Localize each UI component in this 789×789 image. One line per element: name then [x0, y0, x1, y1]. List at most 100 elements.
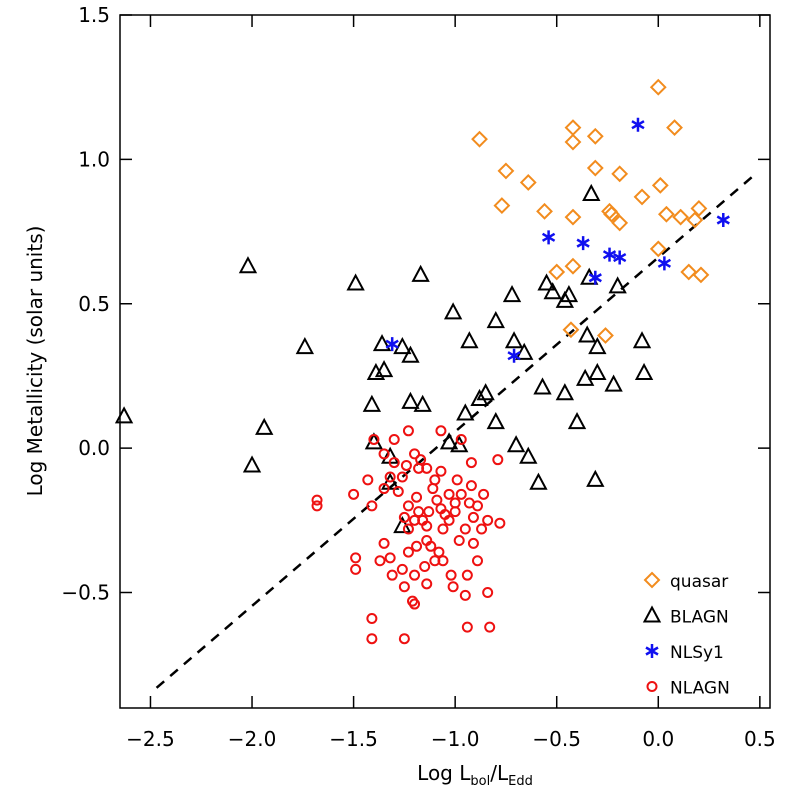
- y-tick-label: 1.0: [78, 147, 110, 171]
- triangle-marker: [486, 412, 505, 430]
- circle-marker: [492, 454, 504, 466]
- asterisk-marker: [631, 117, 645, 132]
- triangle-marker: [555, 383, 575, 401]
- circle-marker: [484, 621, 496, 633]
- diamond-marker: [564, 257, 582, 275]
- circle-marker: [396, 471, 408, 483]
- circle-marker: [482, 587, 494, 598]
- triangle-marker: [582, 183, 601, 202]
- circle-marker: [374, 555, 386, 567]
- x-label-part: /L: [490, 761, 509, 785]
- circle-marker: [421, 462, 433, 474]
- circle-marker: [465, 457, 477, 469]
- diamond-marker: [690, 200, 708, 217]
- circle-marker: [402, 523, 414, 535]
- circle-marker: [388, 457, 400, 469]
- x-tick-label: −1.0: [431, 727, 480, 751]
- diamond-marker: [680, 263, 698, 281]
- circle-marker: [425, 540, 437, 552]
- x-axis-label: Log Lbol/LEdd: [417, 761, 533, 789]
- legend-label: BLAGN: [670, 608, 729, 628]
- circle-marker: [443, 488, 455, 500]
- y-tick-label: −0.5: [61, 581, 110, 605]
- y-tick-label: 0.0: [78, 436, 110, 460]
- triangle-marker: [529, 472, 548, 490]
- circle-marker: [472, 555, 483, 567]
- triangle-marker: [559, 284, 579, 303]
- circle-marker: [482, 514, 494, 526]
- diamond-marker: [493, 197, 511, 214]
- diamond-marker: [471, 130, 488, 148]
- diamond-marker: [564, 119, 582, 137]
- circle-marker: [378, 483, 390, 495]
- triangle-marker: [486, 310, 505, 329]
- diamond-marker: [666, 119, 683, 137]
- circle-marker: [459, 523, 471, 535]
- triangle-marker: [346, 273, 365, 291]
- circle-marker: [386, 569, 398, 581]
- circle-marker: [384, 471, 396, 483]
- circle-marker: [445, 569, 457, 581]
- legend-label: NLSy1: [670, 643, 724, 663]
- circle-marker: [392, 485, 404, 497]
- triangle-marker: [372, 334, 392, 352]
- triangle-marker: [608, 276, 627, 294]
- circle-marker: [400, 459, 412, 471]
- asterisk-marker: [588, 270, 602, 285]
- legend-marker: [643, 571, 661, 589]
- circle-marker: [467, 537, 479, 549]
- circle-marker: [348, 488, 360, 500]
- circle-marker: [409, 448, 421, 460]
- circle-marker: [476, 523, 488, 535]
- triangle-marker: [401, 345, 420, 363]
- triangle-marker: [255, 417, 274, 435]
- triangle-marker: [506, 435, 526, 453]
- legend-marker: [646, 681, 658, 692]
- circle-marker: [427, 483, 439, 495]
- diamond-marker: [651, 176, 669, 194]
- circle-marker: [411, 540, 423, 552]
- legend-label: quasar: [670, 572, 728, 592]
- legend-label: NLAGN: [670, 679, 730, 699]
- diamond-marker: [564, 208, 582, 226]
- triangle-marker: [504, 331, 524, 349]
- asterisk-marker: [576, 236, 590, 251]
- circle-marker: [443, 514, 455, 526]
- diamond-marker: [633, 188, 651, 206]
- circle-marker: [362, 474, 374, 486]
- diamond-marker: [586, 159, 604, 177]
- x-tick-label: −2.0: [228, 727, 277, 751]
- circle-marker: [467, 511, 479, 523]
- x-tick-label: 0.0: [642, 727, 674, 751]
- circle-marker: [413, 506, 425, 518]
- diamond-marker: [497, 162, 515, 180]
- circle-marker: [402, 546, 414, 558]
- circle-marker: [494, 517, 506, 529]
- circle-marker: [366, 633, 378, 645]
- triangle-marker: [411, 264, 430, 282]
- triangle-marker: [456, 403, 475, 421]
- diamond-marker: [657, 205, 675, 223]
- circle-marker: [368, 433, 380, 445]
- circle-marker: [378, 448, 390, 460]
- triangle-marker: [519, 446, 538, 464]
- asterisk-marker: [613, 250, 627, 265]
- circle-marker: [423, 506, 435, 518]
- circle-marker: [350, 563, 362, 575]
- circle-marker: [455, 433, 467, 445]
- circle-marker: [419, 561, 431, 573]
- diamond-marker: [597, 327, 614, 344]
- triangle-marker: [586, 469, 605, 487]
- legend-marker: [645, 644, 659, 658]
- triangle-marker: [567, 412, 587, 430]
- circle-marker: [402, 500, 414, 512]
- triangle-marker: [515, 342, 534, 360]
- triangle-marker: [588, 336, 607, 355]
- circle-marker: [421, 578, 433, 590]
- circle-marker: [472, 500, 483, 512]
- triangle-marker: [588, 362, 607, 381]
- circle-marker: [409, 598, 421, 610]
- y-tick-label: 0.5: [78, 292, 110, 316]
- circle-marker: [435, 425, 447, 437]
- triangle-marker: [380, 472, 400, 490]
